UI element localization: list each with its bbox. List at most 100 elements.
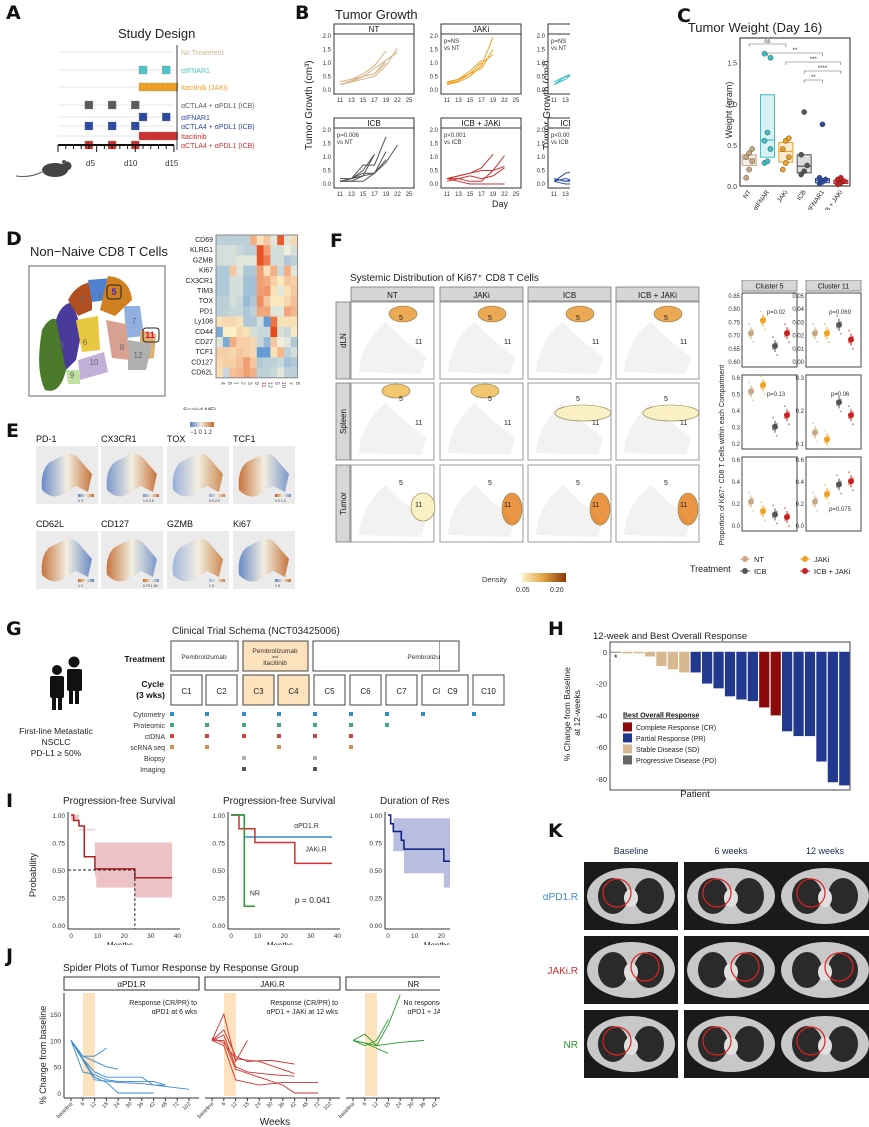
ct-lung-right bbox=[792, 952, 822, 988]
facet-strip bbox=[335, 464, 351, 543]
mean-point bbox=[824, 436, 830, 443]
ct-lung-left bbox=[828, 878, 858, 914]
data-point bbox=[786, 135, 792, 142]
legend-marker bbox=[742, 568, 748, 574]
x-tick: 11 bbox=[337, 98, 344, 104]
dot-plot bbox=[741, 456, 798, 532]
x-tick: 15 bbox=[467, 98, 474, 104]
p-value-ref: vs ICB bbox=[551, 140, 569, 146]
heatmap-cell bbox=[243, 306, 251, 317]
assay-marker bbox=[349, 734, 353, 738]
cycle-label: C2 bbox=[216, 687, 227, 696]
umap-cluster-label: 11 bbox=[145, 330, 155, 340]
heatmap-cell bbox=[256, 265, 264, 276]
x-tick: 13 bbox=[455, 192, 462, 198]
assay-marker bbox=[170, 712, 174, 716]
facet-strip bbox=[439, 286, 524, 302]
heatmap-cell bbox=[277, 326, 285, 338]
feature-colorbar bbox=[143, 579, 159, 582]
data-point bbox=[816, 174, 823, 181]
heatmap-row-label: CD69 bbox=[195, 237, 213, 244]
feature-plot: GZMB 1 3 bbox=[167, 519, 229, 589]
facet-label: ICB bbox=[367, 119, 380, 128]
sample-point bbox=[764, 328, 766, 331]
umap-shape bbox=[106, 538, 157, 582]
tumor-weight-title: Tumor Weight (Day 16) bbox=[688, 20, 822, 35]
treatment-combo-and: and bbox=[272, 655, 278, 659]
cluster-11-label: 11 bbox=[504, 420, 511, 427]
cluster-11-label: 11 bbox=[680, 339, 687, 346]
facet-plot bbox=[333, 127, 415, 189]
heatmap-col-label: 2 bbox=[239, 382, 245, 385]
density-contour bbox=[381, 383, 411, 399]
cluster-5-label: 5 bbox=[664, 480, 668, 487]
growth-line bbox=[553, 73, 570, 83]
x-tick: 19 bbox=[490, 192, 497, 198]
y-tick: 0.75 bbox=[212, 841, 225, 848]
y-tick: 0.85 bbox=[728, 294, 740, 300]
sample-point bbox=[748, 393, 750, 396]
ct-lung-left bbox=[734, 1026, 764, 1062]
sample-point bbox=[816, 428, 818, 431]
umap-title: Non−Naive CD8 T Cells bbox=[30, 244, 168, 259]
x-tick: 12 bbox=[371, 1101, 380, 1110]
sample-point bbox=[788, 411, 790, 414]
p-value-ref: vs NT bbox=[337, 140, 353, 146]
sample-point bbox=[788, 341, 790, 344]
sample-point bbox=[840, 492, 842, 495]
sample-point bbox=[816, 341, 818, 344]
y-tick: 1.5 bbox=[323, 142, 332, 148]
mean-point bbox=[848, 478, 854, 485]
heatmap-cell bbox=[250, 255, 257, 266]
density-contour bbox=[388, 305, 418, 323]
heatmap-cell bbox=[250, 367, 257, 378]
y-tick: 0.01 bbox=[792, 347, 804, 353]
dose-marker bbox=[131, 121, 140, 131]
y-tick: 0.05 bbox=[792, 294, 804, 300]
heatmap-cell bbox=[270, 357, 278, 368]
mean-point bbox=[760, 508, 766, 515]
treatment-window bbox=[83, 993, 95, 1096]
sample-point bbox=[816, 440, 818, 443]
y-tick: 0.75 bbox=[52, 841, 65, 848]
assay-marker bbox=[242, 756, 246, 760]
density-legend-title: Density bbox=[482, 575, 507, 584]
x-tick: 19 bbox=[383, 192, 390, 198]
y-tick: 0.5 bbox=[323, 75, 332, 81]
x-tick: 30 bbox=[147, 933, 155, 940]
heatmap-cell bbox=[270, 245, 278, 256]
heatmap-cell bbox=[236, 367, 244, 378]
cluster-strip-label: Cluster 11 bbox=[818, 284, 849, 291]
heatmap-cell bbox=[243, 235, 251, 246]
heatmap-cell bbox=[270, 275, 278, 287]
category-label: ICB bbox=[796, 189, 808, 202]
group-note: αPD1 + JAKi at 12 wks bbox=[407, 1009, 440, 1016]
y-tick: 0 bbox=[603, 648, 607, 657]
sig-label: *** bbox=[810, 57, 818, 63]
systemic-distribution-title: Systemic Distribution of Ki67⁺ CD8 T Cel… bbox=[350, 273, 539, 284]
heatmap-cell bbox=[250, 286, 257, 297]
cycle-label: C4 bbox=[288, 687, 299, 696]
mean-point bbox=[836, 321, 842, 328]
heatmap-cell bbox=[256, 245, 264, 256]
data-point bbox=[783, 160, 789, 166]
growth-line bbox=[553, 171, 570, 182]
heatmap-cell bbox=[270, 255, 278, 266]
spider-line bbox=[352, 1019, 389, 1047]
x-tick: 48 bbox=[301, 1101, 310, 1110]
heatmap-cell bbox=[216, 265, 223, 276]
p-value: p<0.001 bbox=[444, 133, 467, 139]
umap-shape bbox=[238, 453, 289, 497]
waterfall-bar bbox=[656, 651, 667, 667]
facet-strip bbox=[547, 23, 570, 35]
y-tick: 2.0 bbox=[537, 34, 546, 40]
heatmap-cell bbox=[256, 286, 264, 297]
confidence-band bbox=[388, 818, 450, 888]
x-tick: 24 bbox=[254, 1101, 263, 1110]
cycle-box bbox=[242, 674, 275, 706]
facet-strip bbox=[204, 976, 341, 991]
facet-plot bbox=[547, 33, 570, 95]
waterfall-xlabel: Patient bbox=[680, 789, 710, 800]
umap-shape bbox=[41, 538, 92, 582]
group-note: αPD1 + JAKi at 12 wks bbox=[266, 1009, 338, 1016]
